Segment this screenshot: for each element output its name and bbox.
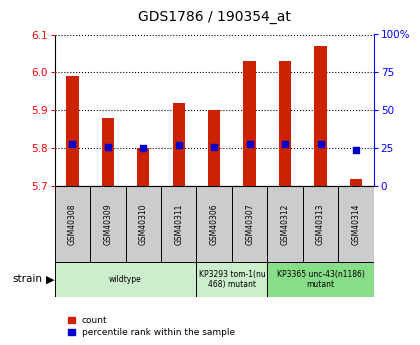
Text: GSM40310: GSM40310 xyxy=(139,204,148,245)
Bar xyxy=(55,262,197,297)
Bar xyxy=(102,118,114,186)
Text: GSM40308: GSM40308 xyxy=(68,204,77,245)
Text: GSM40312: GSM40312 xyxy=(281,204,290,245)
Text: GSM40313: GSM40313 xyxy=(316,204,325,245)
Text: GDS1786 / 190354_at: GDS1786 / 190354_at xyxy=(138,10,291,24)
Text: KP3293 tom-1(nu
468) mutant: KP3293 tom-1(nu 468) mutant xyxy=(199,270,265,289)
Bar xyxy=(55,186,90,262)
Bar xyxy=(90,186,126,262)
Point xyxy=(246,141,253,147)
Point xyxy=(69,141,76,147)
Bar xyxy=(66,76,79,186)
Text: GSM40306: GSM40306 xyxy=(210,204,219,245)
Bar xyxy=(268,262,374,297)
Text: GSM40314: GSM40314 xyxy=(352,204,360,245)
Point xyxy=(317,141,324,147)
Point xyxy=(140,146,147,151)
Text: ▶: ▶ xyxy=(46,275,55,284)
Bar xyxy=(137,148,150,186)
Bar xyxy=(208,110,221,186)
Bar xyxy=(161,186,197,262)
Point xyxy=(353,147,360,152)
Text: wildtype: wildtype xyxy=(109,275,142,284)
Text: GSM40311: GSM40311 xyxy=(174,204,183,245)
Text: GSM40307: GSM40307 xyxy=(245,204,254,245)
Point xyxy=(211,144,218,150)
Bar xyxy=(339,186,374,262)
Text: strain: strain xyxy=(13,275,42,284)
Bar xyxy=(279,61,291,186)
Point xyxy=(105,144,111,150)
Bar xyxy=(315,46,327,186)
Bar xyxy=(232,186,268,262)
Text: KP3365 unc-43(n1186)
mutant: KP3365 unc-43(n1186) mutant xyxy=(277,270,365,289)
Point xyxy=(282,141,289,147)
Bar xyxy=(197,186,232,262)
Bar xyxy=(350,179,362,186)
Text: GSM40309: GSM40309 xyxy=(103,204,112,245)
Bar xyxy=(173,103,185,186)
Point xyxy=(176,142,182,148)
Bar xyxy=(126,186,161,262)
Legend: count, percentile rank within the sample: count, percentile rank within the sample xyxy=(68,316,235,337)
Bar xyxy=(197,262,268,297)
Bar xyxy=(303,186,339,262)
Bar xyxy=(268,186,303,262)
Bar xyxy=(244,61,256,186)
